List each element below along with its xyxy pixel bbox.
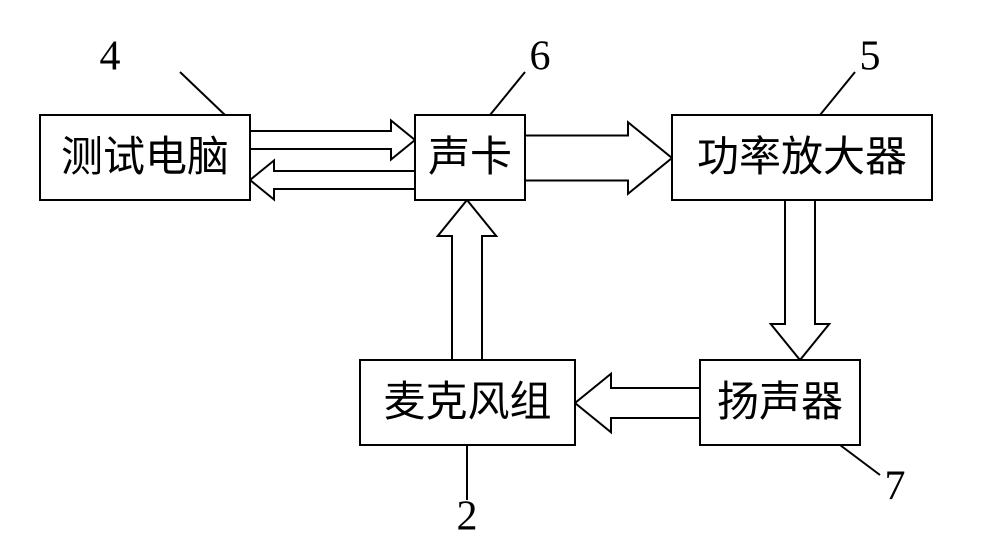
node-soundcard: 声卡: [415, 115, 525, 200]
tick-speaker: [840, 445, 880, 475]
node-micgroup-label: 麦克风组: [383, 380, 551, 426]
amplifier-to-speaker: [771, 200, 830, 360]
node-amplifier-label: 功率放大器: [697, 134, 907, 181]
computer-to-soundcard: [250, 121, 415, 160]
soundcard-to-amplifier: [525, 122, 672, 194]
callout-amplifier: 5: [860, 34, 881, 80]
micgroup-to-soundcard: [438, 200, 497, 360]
soundcard-to-computer: [250, 161, 415, 200]
callout-soundcard: 6: [530, 34, 551, 80]
tick-amplifier: [820, 72, 855, 115]
node-speaker-label: 扬声器: [717, 380, 843, 426]
node-speaker: 扬声器: [700, 360, 860, 445]
node-micgroup: 麦克风组: [360, 360, 575, 445]
tick-computer: [180, 72, 225, 115]
node-computer-label: 测试电脑: [61, 135, 229, 181]
callout-computer: 4: [100, 34, 121, 80]
node-soundcard-label: 声卡: [428, 135, 512, 181]
callout-micgroup: 2: [457, 494, 478, 540]
tick-soundcard: [490, 72, 525, 115]
node-computer: 测试电脑: [40, 115, 250, 200]
callout-speaker: 7: [885, 464, 906, 510]
node-amplifier: 功率放大器: [672, 115, 932, 200]
speaker-to-micgroup: [575, 374, 700, 433]
